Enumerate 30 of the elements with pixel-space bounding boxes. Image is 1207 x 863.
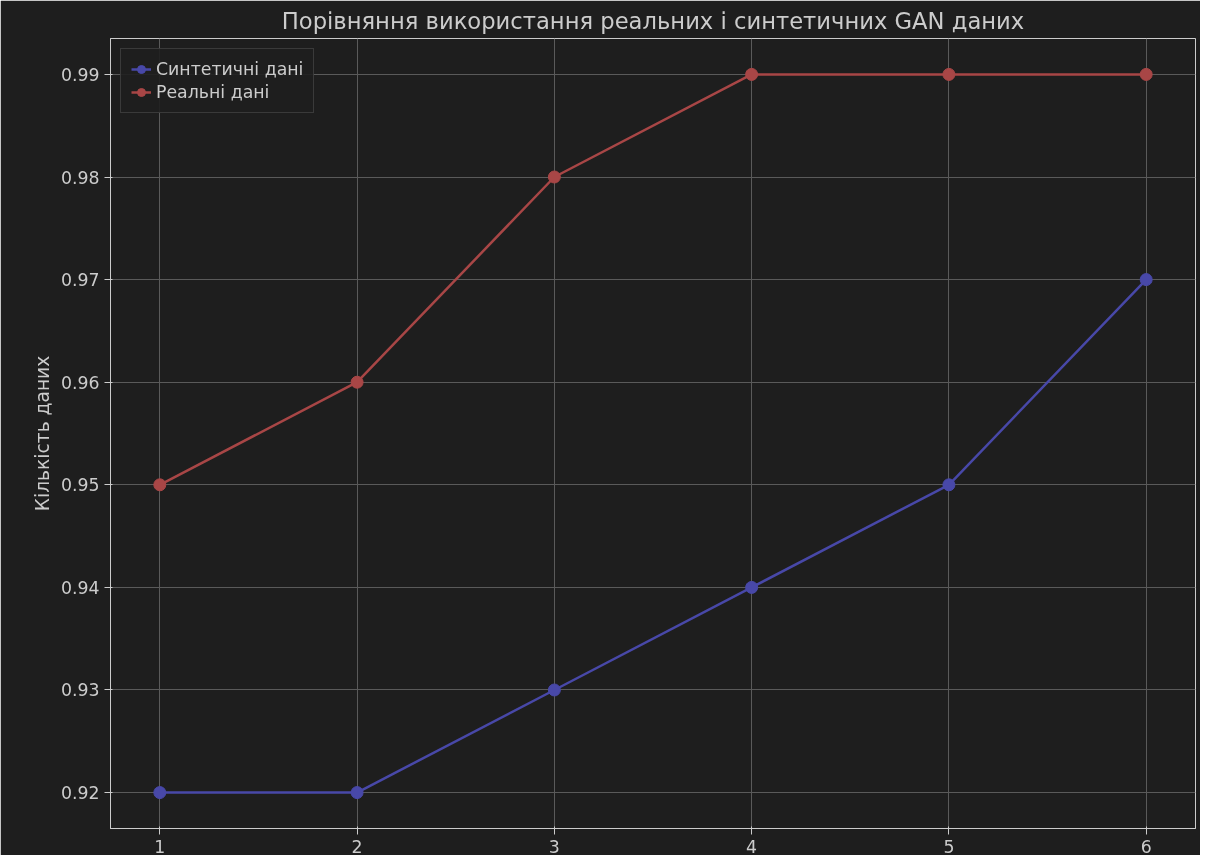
x-tick-label: 5 bbox=[943, 836, 955, 857]
y-tick-label: 0.94 bbox=[60, 577, 100, 598]
point bbox=[153, 786, 167, 800]
point bbox=[547, 683, 561, 697]
x-tick-label: 6 bbox=[1140, 836, 1152, 857]
x-tick-label: 3 bbox=[548, 836, 560, 857]
y-tick-label: 0.97 bbox=[60, 270, 100, 291]
y-tick-label: 0.98 bbox=[60, 167, 100, 188]
chart-title: Порівняння використання реальних і синтетичних GAN даних bbox=[281, 7, 1025, 34]
legend-label: Синтетичні дані bbox=[156, 59, 304, 79]
point bbox=[942, 478, 956, 492]
x-tick-label: 2 bbox=[351, 836, 363, 857]
point bbox=[942, 67, 956, 81]
legend-label: Реальні дані bbox=[156, 82, 270, 102]
y-tick-label: 0.96 bbox=[60, 372, 100, 393]
y-tick-label: 0.99 bbox=[60, 64, 100, 85]
point bbox=[745, 580, 759, 594]
point bbox=[350, 786, 364, 800]
point bbox=[1139, 273, 1153, 287]
x-tick-label: 1 bbox=[154, 836, 166, 857]
y-tick-label: 0.95 bbox=[60, 475, 100, 496]
y-axis-title: Кількість даних bbox=[31, 355, 53, 512]
y-tick-label: 0.92 bbox=[60, 783, 100, 804]
point bbox=[547, 170, 561, 184]
point bbox=[350, 375, 364, 389]
y-tick-label: 0.93 bbox=[60, 680, 100, 701]
point bbox=[745, 67, 759, 81]
x-tick-label: 4 bbox=[746, 836, 758, 857]
point bbox=[1139, 67, 1153, 81]
point bbox=[153, 478, 167, 492]
